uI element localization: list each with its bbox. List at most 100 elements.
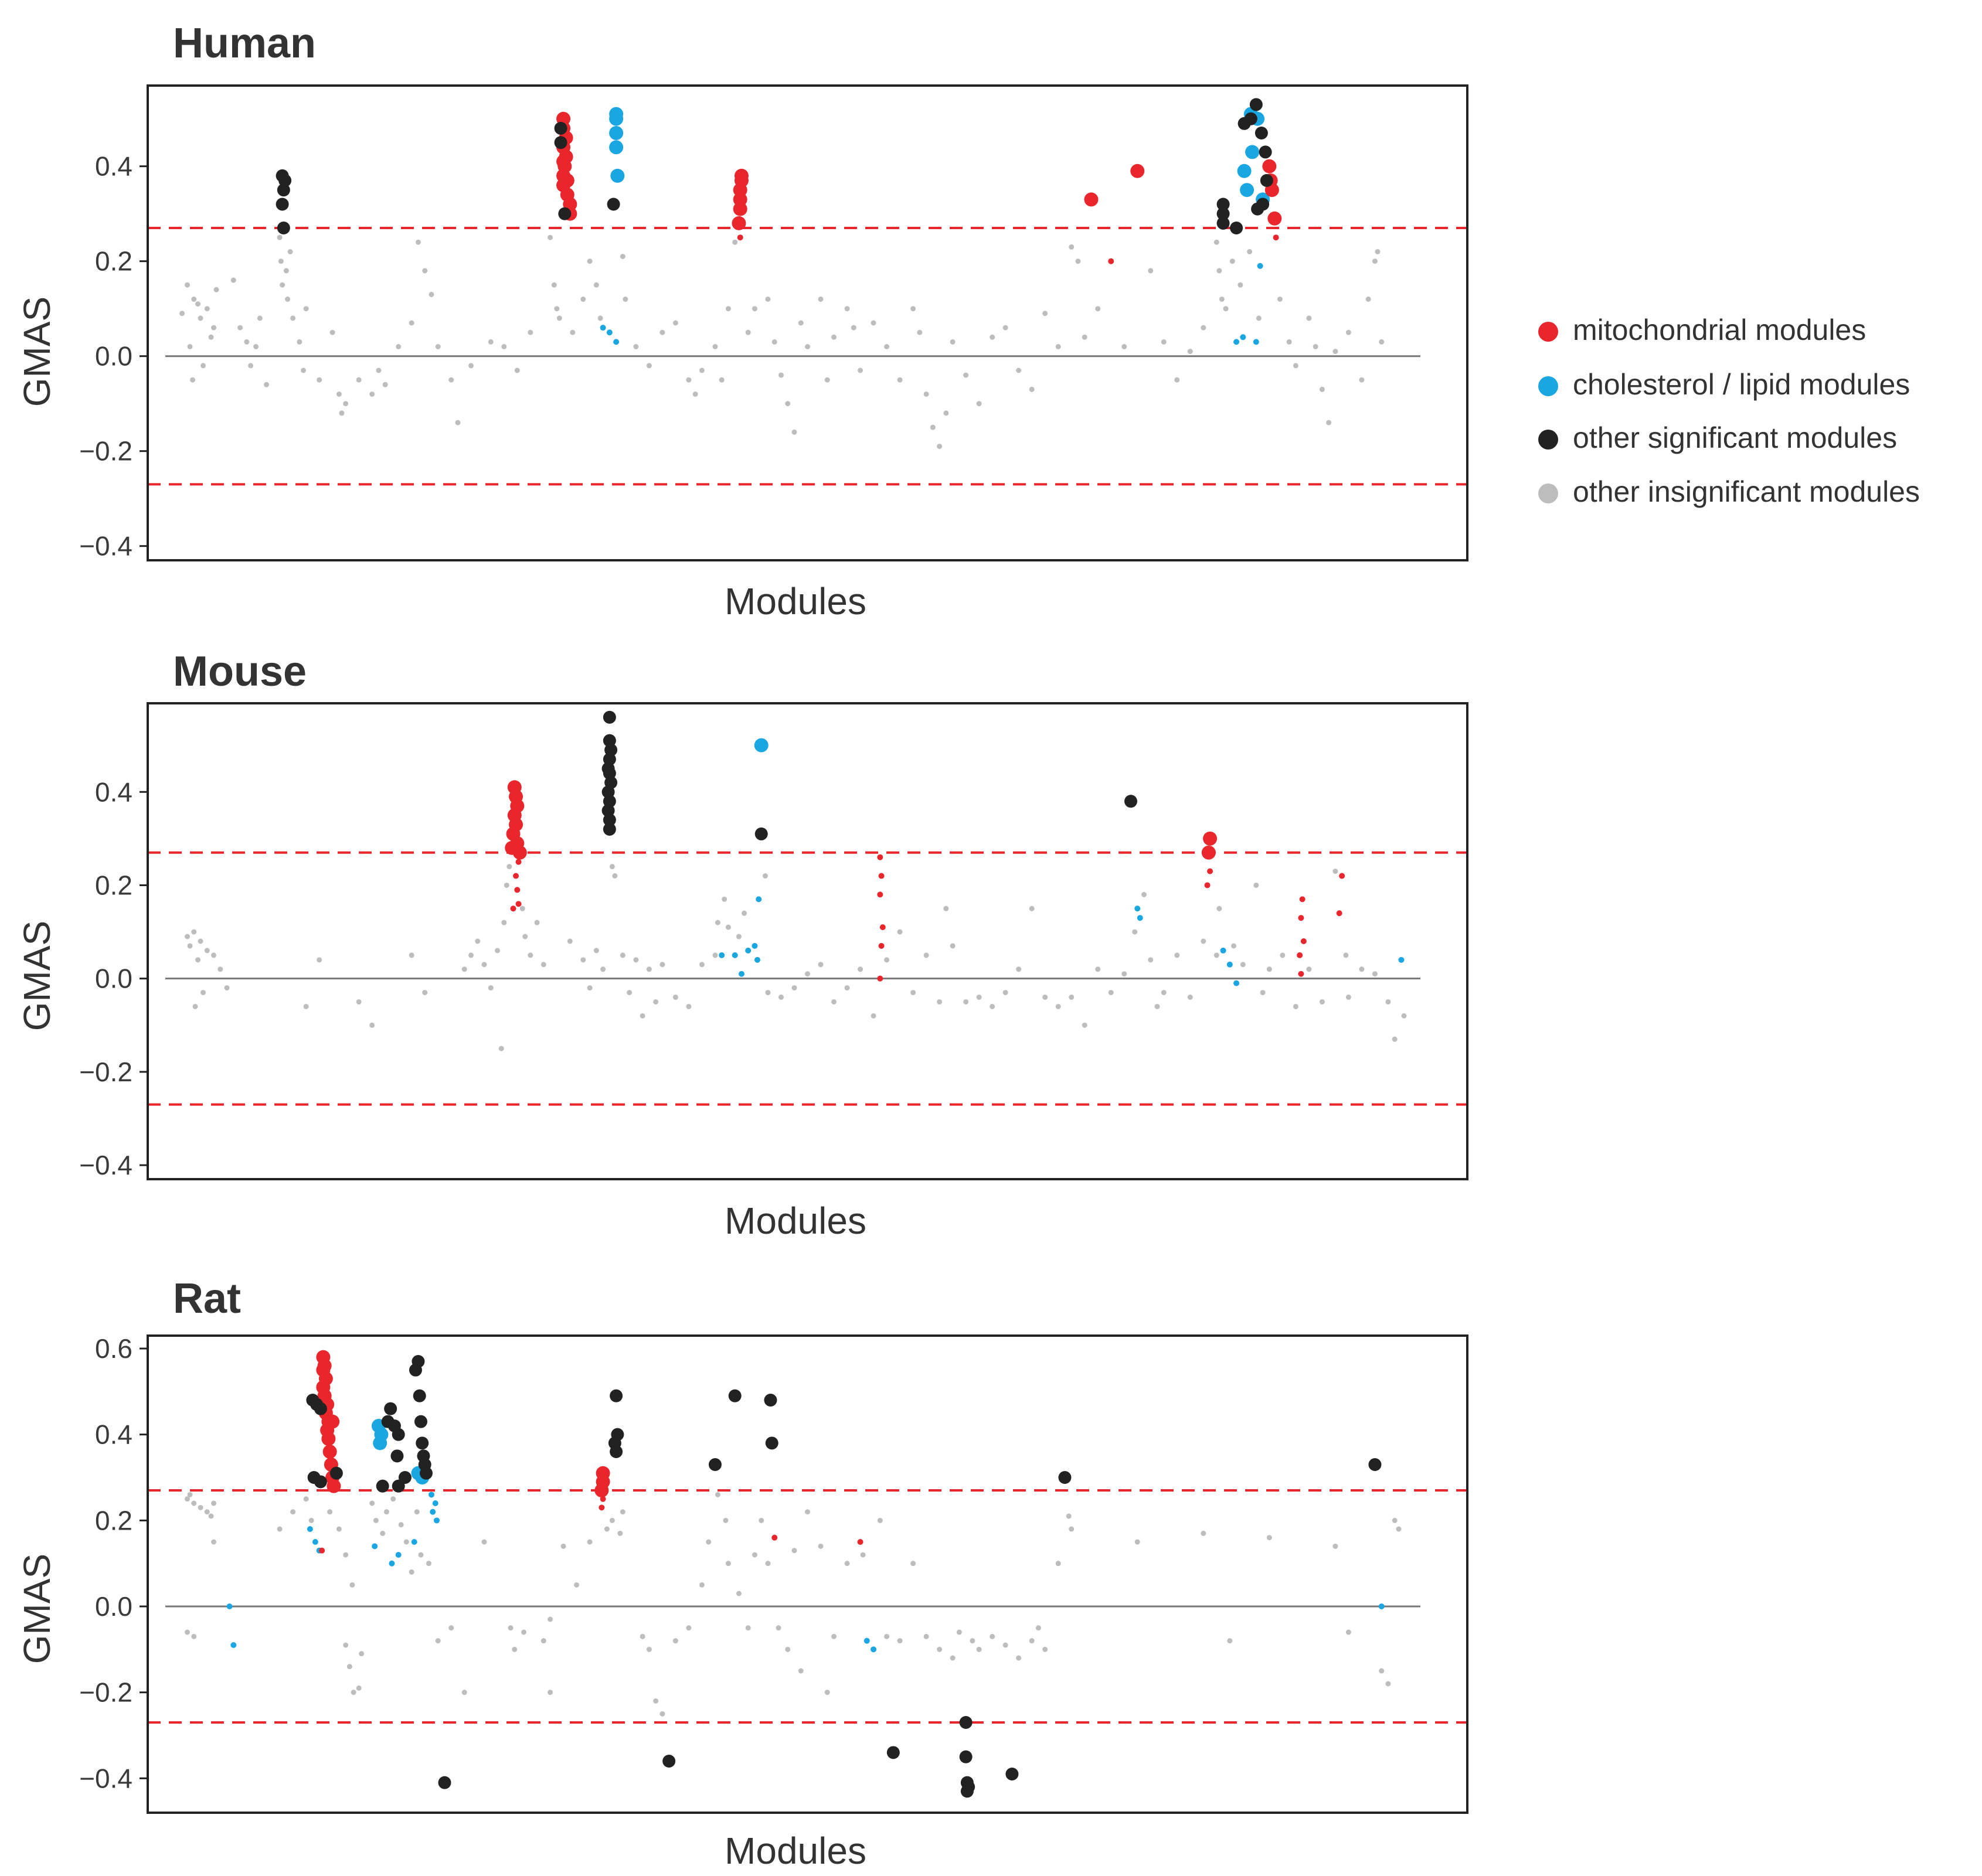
human-point-other-insignificant <box>1082 334 1087 340</box>
mouse-point-other-insignificant <box>897 929 903 935</box>
rat-point-other-insignificant <box>640 1633 645 1639</box>
rat-point-other-insignificant <box>990 1633 995 1639</box>
mouse-point-other-insignificant <box>1148 957 1154 963</box>
human-point-other-insignificant <box>824 377 830 383</box>
human-point-other-insignificant <box>1223 306 1229 312</box>
mouse-point-other-insignificant <box>303 1003 309 1009</box>
human-point-other-insignificant <box>277 234 283 240</box>
rat-point-other-significant <box>610 1445 623 1458</box>
rat-point-cholesterol <box>312 1539 318 1545</box>
human-point-other-insignificant <box>1229 258 1235 264</box>
human-point-other-insignificant <box>1365 297 1371 302</box>
human-point-other-insignificant <box>699 367 705 373</box>
human-point-cholesterol <box>600 325 606 331</box>
mouse-panel: Mouse Modules GMAS −0.4 −0.2 0.0 0.2 0.4 <box>16 648 1468 1242</box>
rat-point-other-significant <box>413 1389 426 1402</box>
mouse-point-mitochondrial <box>1336 910 1342 917</box>
human-point-other-insignificant <box>179 311 185 316</box>
mouse-point-other-insignificant <box>356 999 362 1005</box>
mouse-point-cholesterol <box>1220 947 1226 954</box>
human-point-other-insignificant <box>213 287 219 292</box>
human-point-other-insignificant <box>283 268 289 274</box>
mouse-point-mitochondrial <box>513 873 519 879</box>
rat-point-other-insignificant <box>343 1552 349 1558</box>
rat-point-other-insignificant <box>508 1625 514 1631</box>
human-point-other-insignificant <box>1277 297 1283 302</box>
mouse-point-other-insignificant <box>600 966 606 972</box>
mouse-point-other-insignificant <box>1029 905 1035 911</box>
human-point-other-insignificant <box>287 249 293 254</box>
human-point-other-insignificant <box>185 282 191 288</box>
rat-point-other-insignificant <box>198 1504 203 1510</box>
rat-point-other-significant <box>959 1716 973 1729</box>
rat-point-other-insignificant <box>1385 1681 1391 1687</box>
human-point-other-insignificant <box>1075 258 1081 264</box>
rat-point-other-insignificant <box>950 1655 956 1661</box>
mouse-point-cholesterol <box>1137 915 1143 921</box>
rat-point-other-insignificant <box>844 1561 850 1567</box>
rat-point-other-insignificant <box>609 1517 615 1523</box>
human-point-other-insignificant <box>415 239 421 245</box>
rat-point-other-significant <box>329 1466 343 1480</box>
mouse-point-other-insignificant <box>528 952 533 958</box>
rat-point-other-insignificant <box>937 1646 943 1652</box>
rat-point-other-insignificant <box>1055 1561 1061 1567</box>
human-point-other-insignificant <box>851 325 856 331</box>
mouse-point-other-insignificant <box>858 966 863 972</box>
rat-point-other-insignificant <box>723 1517 729 1523</box>
mouse-point-other-insignificant <box>1132 929 1138 935</box>
human-point-other-insignificant <box>1213 239 1219 245</box>
mouse-point-mitochondrial <box>1299 896 1306 903</box>
rat-point-other-insignificant <box>831 1633 837 1639</box>
human-point-other-insignificant <box>290 315 296 321</box>
rat-point-other-insignificant <box>884 1633 890 1639</box>
human-point-other-insignificant <box>1029 386 1035 392</box>
mouse-point-other-insignificant <box>627 990 633 996</box>
rat-point-mitochondrial <box>327 1479 341 1493</box>
human-point-other-insignificant <box>514 367 520 373</box>
human-point-other-insignificant <box>204 306 210 312</box>
rat-point-mitochondrial <box>319 1547 325 1554</box>
rat-point-other-significant <box>765 1436 778 1450</box>
human-point-other-insignificant <box>329 329 335 335</box>
rat-point-other-insignificant <box>824 1690 830 1695</box>
mouse-point-other-insignificant <box>646 966 652 972</box>
rat-point-other-insignificant <box>512 1646 518 1652</box>
rat-point-other-insignificant <box>765 1561 771 1567</box>
mouse-y-axis-label: GMAS <box>16 921 58 1031</box>
rat-point-other-insignificant <box>343 1642 349 1648</box>
human-point-other-insignificant <box>191 297 197 302</box>
mouse-point-mitochondrial <box>510 905 516 912</box>
rat-point-other-insignificant <box>277 1526 283 1532</box>
rat-point-other-significant <box>959 1750 973 1763</box>
human-point-other-insignificant <box>551 282 557 288</box>
human-point-other-insignificant <box>791 429 797 435</box>
mouse-point-other-insignificant <box>422 990 428 996</box>
rat-point-other-significant <box>384 1402 397 1415</box>
human-point-other-insignificant <box>1286 339 1292 345</box>
mouse-x-axis-label: Modules <box>725 1200 866 1242</box>
rat-point-other-significant <box>662 1755 676 1768</box>
human-point-other-insignificant <box>831 334 837 340</box>
mouse-point-cholesterol <box>752 942 758 949</box>
mouse-point-other-insignificant <box>567 938 573 944</box>
rat-point-other-significant <box>392 1428 405 1441</box>
rat-point-other-insignificant <box>620 1509 625 1515</box>
mouse-point-other-insignificant <box>699 962 705 968</box>
mouse-point-other-insignificant <box>1213 952 1219 958</box>
human-point-other-insignificant <box>435 344 441 349</box>
rat-point-other-insignificant <box>521 1629 527 1635</box>
rat-point-other-insignificant <box>208 1513 214 1519</box>
rat-point-cholesterol <box>307 1526 313 1532</box>
human-point-other-insignificant <box>1174 377 1180 383</box>
mouse-point-mitochondrial <box>514 887 521 893</box>
human-point-other-insignificant <box>429 291 434 297</box>
rat-point-other-insignificant <box>752 1552 757 1558</box>
mouse-point-other-insignificant <box>871 1013 876 1019</box>
mouse-point-cholesterol <box>745 947 752 954</box>
rat-y-axis-label: GMAS <box>16 1554 58 1664</box>
rat-x-axis-label: Modules <box>725 1830 866 1872</box>
mouse-point-mitochondrial <box>1207 868 1213 874</box>
human-point-other-insignificant <box>211 325 217 331</box>
mouse-point-other-insignificant <box>1002 990 1008 996</box>
